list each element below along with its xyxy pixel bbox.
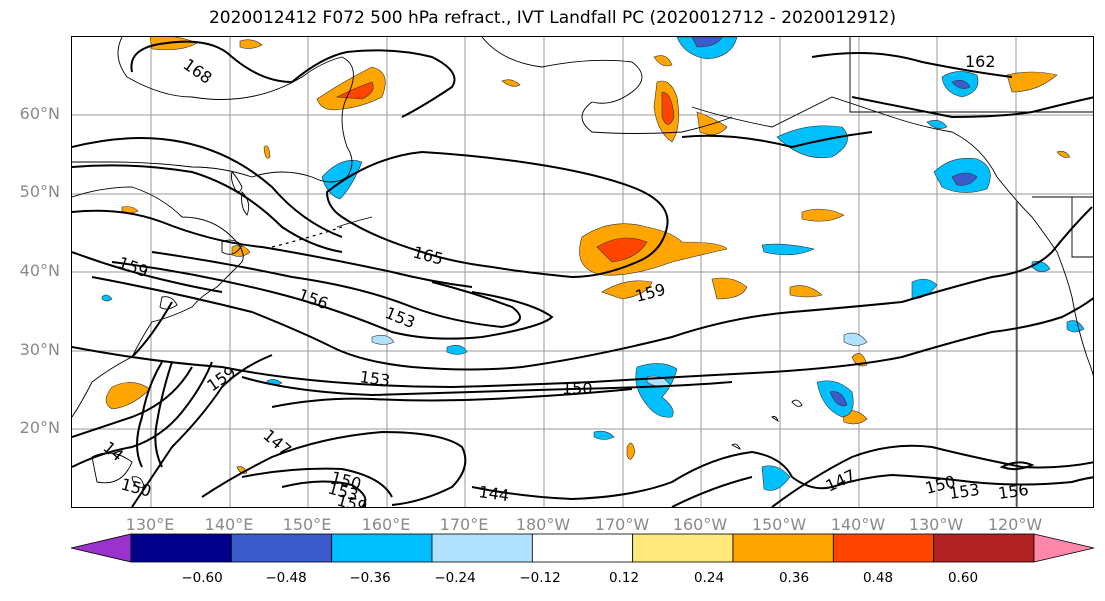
coastlines [72,37,1093,507]
colorbar-tick-7: 0.24 [693,570,725,586]
lat-label-60n: 60°N [19,104,60,123]
lon-label-140w: 140°W [830,515,886,534]
colorbar-tick-3: −0.36 [349,570,391,586]
graticule [72,37,1093,507]
colorbar-segment [933,533,1035,563]
colorbar-tick-2: −0.48 [265,570,307,586]
contour-label-162: 162 [965,52,996,71]
contour-label-165: 165 [411,243,445,269]
lon-label-130e: 130°E [125,515,175,534]
contour-label-153-d: 153 [948,480,981,503]
colorbar-tick-6: 0.12 [608,570,640,586]
colorbar-segment [832,533,935,563]
contour-label-156: 156 [296,285,331,313]
lat-label-50n: 50°N [19,182,60,201]
aleutian-dashes [271,226,343,248]
lon-label-120w: 120°W [987,515,1043,534]
colorbar-extend-low [70,533,132,563]
contour-label-153-b: 153 [358,367,391,390]
contour-label-168: 168 [180,55,216,88]
contour-label-150-a: 150 [562,379,593,398]
map-title: 2020012412 F072 500 hPa refract., IVT La… [208,8,896,28]
colorbar-tick-10: 0.60 [947,570,979,586]
colorbar-segment [632,533,734,563]
lon-label-170w: 170°W [594,515,650,534]
positive-anomalies [105,37,1071,474]
map-canvas: 168 162 165 159 156 153 159 153 150 159 … [72,37,1093,508]
colorbar-tick-1: −0.60 [181,570,223,586]
lon-label-130w: 130°W [908,515,964,534]
colorbar-segment [732,533,834,563]
lat-label-30n: 30°N [19,340,60,359]
colorbar-tick-4: −0.24 [434,570,476,586]
map-panel: 168 162 165 159 156 153 159 153 150 159 … [71,36,1094,508]
lon-label-160w: 160°W [672,515,728,534]
contour-label-159-d: 159 [335,491,369,508]
colorbar-tick-8: 0.36 [778,570,810,586]
lat-label-20n: 20°N [19,418,60,437]
colorbar-segments [70,533,1095,563]
contour-label-144: 144 [477,482,510,505]
colorbar-segment [230,533,333,563]
colorbar-tick-5: −0.12 [519,570,561,586]
contour-label-14: 14 [99,438,127,466]
contour-label-150-b: 150 [119,475,153,501]
colorbar-segment [331,533,433,563]
lon-label-170e: 170°E [439,515,489,534]
contour-labels: 168 162 165 159 156 153 159 153 150 159 … [99,52,1030,508]
colorbar-tick-9: 0.48 [862,570,894,586]
colorbar-segment [130,533,232,563]
contour-label-156-b: 156 [997,480,1030,503]
colorbar-segment [431,533,533,563]
contour-label-159-a: 159 [116,253,151,281]
height-contours [72,40,1093,507]
lon-label-150w: 150°W [751,515,807,534]
colorbar-extend-high [1033,533,1095,563]
contour-label-147-a: 147 [259,426,295,460]
lon-label-140e: 140°E [204,515,254,534]
lat-label-40n: 40°N [19,261,60,280]
lon-label-180w: 180°W [515,515,571,534]
lon-label-160e: 160°E [361,515,411,534]
colorbar-segment [531,533,634,563]
lon-label-150e: 150°E [282,515,332,534]
colorbar [70,533,1095,563]
